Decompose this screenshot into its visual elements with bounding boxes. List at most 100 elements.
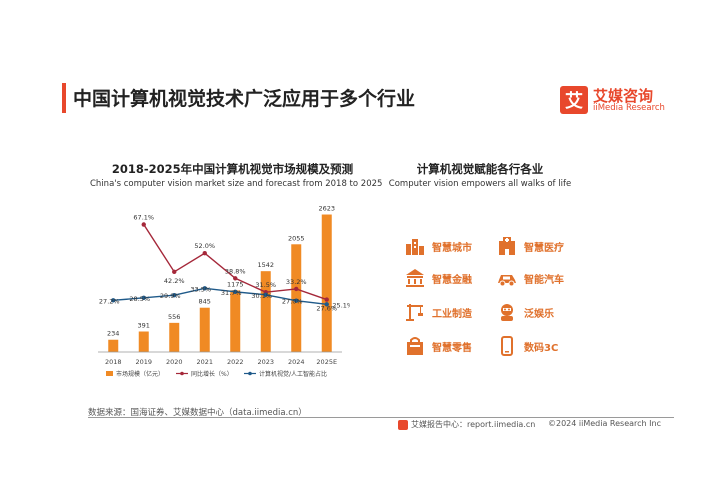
- growth-value-label: 52.0%: [194, 242, 215, 250]
- title-accent-bar: [62, 83, 66, 113]
- industry-label: 泛娱乐: [524, 308, 554, 320]
- legend-marker-share: [248, 371, 252, 376]
- growth-value-label: 33.2%: [286, 278, 307, 286]
- growth-point: [324, 297, 329, 302]
- x-tick-label: 2019: [135, 358, 152, 366]
- share-value-label: 30.1%: [251, 292, 272, 300]
- share-point: [233, 289, 238, 294]
- logo-icon: 艾: [565, 90, 583, 112]
- bar: [230, 290, 241, 352]
- share-point: [141, 295, 146, 301]
- bar: [108, 339, 119, 352]
- legend-label: 同比增长（%）: [191, 370, 233, 378]
- share-value-label: 31.7%: [221, 289, 242, 297]
- footer-divider: [88, 417, 674, 418]
- share-point: [324, 302, 329, 307]
- logo-text-en: iiMedia Research: [593, 103, 665, 113]
- share-point: [202, 286, 207, 291]
- bank-icon: [406, 269, 424, 287]
- industry-label: 智慧医疗: [524, 242, 564, 254]
- legend-marker-growth: [180, 371, 184, 376]
- growth-point: [172, 269, 177, 275]
- industry-label: 智慧金融: [432, 274, 472, 286]
- car-icon: [498, 275, 516, 287]
- share-point: [172, 292, 177, 298]
- share-value-label: 27.2%: [99, 297, 120, 305]
- bar-value-label: 1175: [227, 280, 244, 288]
- bar-value-label: 2055: [288, 234, 305, 242]
- industry-label: 智能汽车: [524, 274, 564, 286]
- data-source: 数据来源：国海证券、艾媒数据中心（data.iimedia.cn）: [88, 408, 307, 418]
- industry-label: 智慧零售: [432, 342, 472, 354]
- x-tick-label: 2020: [166, 358, 183, 366]
- growth-value-label: 31.5%: [255, 281, 276, 289]
- logo-glyph: 艾: [565, 90, 583, 112]
- industry-smart-retail: 智慧零售: [405, 336, 472, 356]
- crane-icon: [406, 304, 423, 321]
- market-size-chart: 234 391 556 845 1175 1542 2055 2623 2018 2019 2020…: [98, 205, 350, 378]
- page-title: 中国计算机视觉技术广泛应用于多个行业: [73, 88, 416, 110]
- chart-subtitle: China's computer vision market size and …: [90, 179, 383, 189]
- industry-entertainment: 泛娱乐: [497, 302, 554, 322]
- share-line: [113, 287, 327, 306]
- growth-point: [202, 251, 207, 256]
- growth-point: [294, 286, 299, 292]
- bar: [169, 322, 180, 352]
- industry-smart-city: 智慧城市: [405, 236, 472, 256]
- bar: [138, 331, 149, 352]
- logo-mark: 艾: [560, 86, 588, 114]
- footer-report-text: 艾媒报告中心：report.iimedia.cn: [411, 420, 536, 429]
- industries-title: 计算机视觉赋能各行各业: [416, 162, 544, 176]
- entertainment-icon: [501, 304, 513, 321]
- bar-value-label: 845: [199, 298, 211, 306]
- share-value-label: 29.9%: [160, 292, 181, 300]
- growth-point: [141, 222, 146, 227]
- legend-label: 计算机视觉/人工智能占比: [259, 370, 327, 378]
- share-value-label: 25.1%: [332, 301, 350, 309]
- share-point: [111, 298, 116, 303]
- footer-report: 艾媒报告中心：report.iimedia.cn: [398, 419, 535, 430]
- share-point: [294, 298, 299, 303]
- share-point: [263, 292, 268, 298]
- growth-point: [233, 276, 238, 281]
- bar-value-label: 2623: [318, 205, 335, 213]
- bar-value-label: 1542: [257, 261, 274, 269]
- bar-value-label: 556: [168, 313, 180, 321]
- share-value-label: 27.0%: [282, 298, 303, 306]
- industry-smart-medical: 智慧医疗: [497, 236, 564, 256]
- industry-manufacturing: 工业制造: [405, 302, 472, 322]
- bar-value-label: 391: [138, 322, 150, 330]
- growth-value-label: 42.2%: [164, 277, 185, 285]
- shopping-bag-icon: [407, 337, 423, 355]
- x-tick-label: 2025E: [316, 358, 337, 366]
- bar: [321, 214, 332, 352]
- growth-value-label: 27.6%: [316, 305, 337, 313]
- legend-swatch-bar: [106, 371, 113, 376]
- footer-copyright: ©2024 iiMedia Research Inc: [548, 419, 661, 428]
- share-value-label: 33.5%: [190, 285, 211, 293]
- x-tick-label: 2021: [196, 358, 213, 366]
- chart-title: 2018-2025年中国计算机视觉市场规模及预测: [111, 162, 354, 176]
- bar: [260, 271, 271, 352]
- industries-subtitle: Computer vision empowers all walks of li…: [388, 179, 572, 189]
- x-tick-label: 2018: [105, 358, 122, 366]
- report-logo-icon: [398, 419, 408, 430]
- bar-value-label: 234: [107, 330, 119, 338]
- logo-text-cn: 艾媒咨询: [593, 87, 654, 105]
- hospital-icon: [499, 237, 515, 255]
- industry-smart-car: 智能汽车: [497, 268, 564, 288]
- share-value-label: 28.5%: [129, 295, 150, 303]
- x-tick-label: 2022: [227, 358, 244, 366]
- x-tick-label: 2024: [288, 358, 305, 366]
- industry-label: 数码3C: [524, 342, 559, 354]
- legend-label: 市场规模（亿元）: [116, 370, 164, 378]
- industry-digital-3c: 数码3C: [497, 336, 558, 356]
- industry-label: 智慧城市: [432, 242, 472, 254]
- growth-value-label: 38.8%: [225, 267, 246, 275]
- bar: [199, 307, 210, 352]
- industry-label: 工业制造: [432, 308, 472, 320]
- bar: [291, 244, 302, 352]
- industry-smart-finance: 智慧金融: [405, 268, 472, 288]
- x-tick-label: 2023: [257, 358, 274, 366]
- phone-icon: [501, 336, 513, 356]
